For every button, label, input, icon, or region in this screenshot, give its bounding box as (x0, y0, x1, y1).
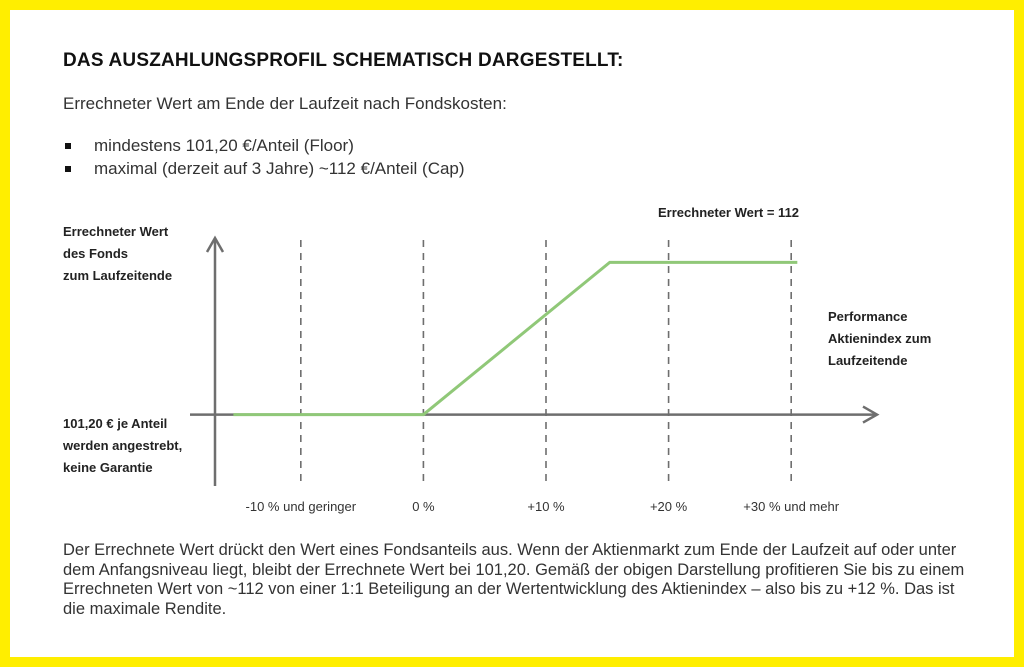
chart-axes (190, 235, 880, 486)
x-axis-label: Performance Aktienindex zum Laufzeitende (828, 309, 935, 368)
bullet-cap: maximal (derzeit auf 3 Jahre) ~112 €/Ant… (63, 157, 465, 180)
x-tick-label-1: 0 % (412, 499, 435, 514)
cap-label: Errechneter Wert = 112 (658, 205, 799, 220)
y-axis-arrowhead (205, 235, 225, 253)
x-tick-label-4: +30 % und mehr (743, 499, 839, 514)
floor-label: 101,20 € je Anteil werden angestrebt, ke… (62, 416, 186, 475)
payout-series-line (233, 260, 798, 417)
vertical-gridlines (300, 240, 792, 486)
bullet-list: mindestens 101,20 €/Anteil (Floor) maxim… (63, 134, 465, 180)
page-title: DAS AUSZAHLUNGSPROFIL SCHEMATISCH DARGES… (63, 50, 624, 71)
explanation-paragraph: Der Errechnete Wert drückt den Wert eine… (63, 541, 965, 618)
x-tick-label-3: +20 % (650, 499, 688, 514)
x-tick-label-0: -10 % und geringer (246, 499, 357, 514)
x-tick-labels: -10 % und geringer 0 % +10 % +20 % +30 % und… (246, 499, 840, 514)
page-subtitle: Errechneter Wert am Ende der Laufzeit na… (63, 94, 507, 113)
y-axis-label: Errechneter Wert des Fonds zum Laufzeite… (63, 224, 172, 283)
bullet-floor: mindestens 101,20 €/Anteil (Floor) (63, 134, 465, 157)
x-axis-arrowhead (862, 405, 880, 424)
x-tick-label-2: +10 % (527, 499, 565, 514)
